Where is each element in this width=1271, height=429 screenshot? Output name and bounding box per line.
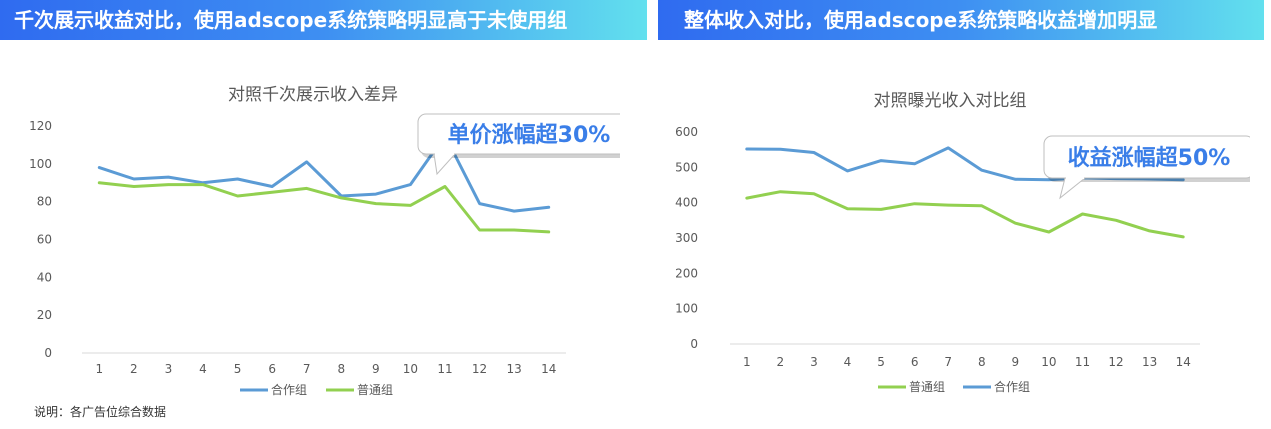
banner-left-title: 千次展示收益对比，使用adscope系统策略明显高于未使用组 [0, 0, 647, 40]
x-tick-label: 4 [199, 362, 207, 376]
x-tick-label: 14 [541, 362, 556, 376]
y-tick-label: 400 [675, 196, 698, 210]
x-tick-label: 13 [1142, 355, 1157, 369]
callout-text: 收益涨幅超50% [1068, 145, 1231, 171]
y-tick-label: 100 [29, 157, 52, 171]
x-tick-label: 8 [337, 362, 345, 376]
y-tick-label: 120 [29, 119, 52, 133]
x-tick-label: 6 [911, 355, 919, 369]
x-tick-label: 12 [472, 362, 487, 376]
chart-title: 对照千次展示收入差异 [228, 85, 398, 105]
x-tick-label: 11 [1075, 355, 1090, 369]
x-tick-label: 5 [234, 362, 242, 376]
y-tick-label: 0 [44, 346, 52, 360]
x-tick-label: 2 [777, 355, 785, 369]
y-tick-label: 200 [675, 266, 698, 280]
x-tick-label: 8 [978, 355, 986, 369]
callout-joint [1066, 176, 1084, 179]
series-line-normal [745, 190, 1185, 239]
callout-pointer [433, 153, 457, 176]
x-tick-label: 7 [303, 362, 311, 376]
y-tick-label: 20 [37, 308, 52, 322]
x-tick-label: 6 [268, 362, 276, 376]
chart-title: 对照曝光收入对比组 [874, 91, 1027, 111]
x-tick-label: 14 [1176, 355, 1191, 369]
legend-label-normal: 普通组 [909, 380, 945, 394]
series-line-normal [97, 181, 551, 234]
y-tick-label: 500 [675, 160, 698, 174]
callout-pointer [1059, 177, 1087, 200]
x-tick-label: 1 [95, 362, 103, 376]
banner-right-title: 整体收入对比，使用adscope系统策略收益增加明显 [658, 0, 1264, 40]
legend-label-cooperation: 合作组 [994, 379, 1030, 394]
x-tick-label: 10 [403, 362, 418, 376]
y-tick-label: 80 [37, 195, 52, 209]
x-tick-label: 3 [165, 362, 173, 376]
x-tick-label: 1 [743, 355, 751, 369]
callout-box [1043, 135, 1250, 179]
x-tick-label: 2 [130, 362, 138, 376]
x-tick-label: 12 [1108, 355, 1123, 369]
x-tick-label: 3 [810, 355, 818, 369]
callout-box [417, 113, 620, 155]
legend-label-normal: 普通组 [357, 383, 393, 397]
y-tick-label: 0 [690, 337, 698, 351]
x-tick-label: 7 [944, 355, 952, 369]
x-tick-label: 11 [437, 362, 452, 376]
y-tick-label: 600 [675, 125, 698, 139]
y-tick-label: 300 [675, 231, 698, 245]
footnote: 说明：各广告位综合数据 [34, 405, 167, 419]
y-tick-label: 100 [675, 302, 698, 316]
x-tick-label: 4 [844, 355, 852, 369]
x-tick-label: 9 [1012, 355, 1020, 369]
y-tick-label: 60 [37, 233, 52, 247]
callout-text: 单价涨幅超30% [448, 123, 611, 148]
x-tick-label: 5 [877, 355, 885, 369]
series-line-cooperation [97, 134, 551, 213]
callout-joint [435, 152, 454, 155]
y-tick-label: 40 [37, 270, 52, 284]
x-tick-label: 13 [507, 362, 522, 376]
legend-label-cooperation: 合作组 [271, 382, 307, 397]
x-tick-label: 10 [1041, 355, 1056, 369]
x-tick-label: 9 [372, 362, 380, 376]
